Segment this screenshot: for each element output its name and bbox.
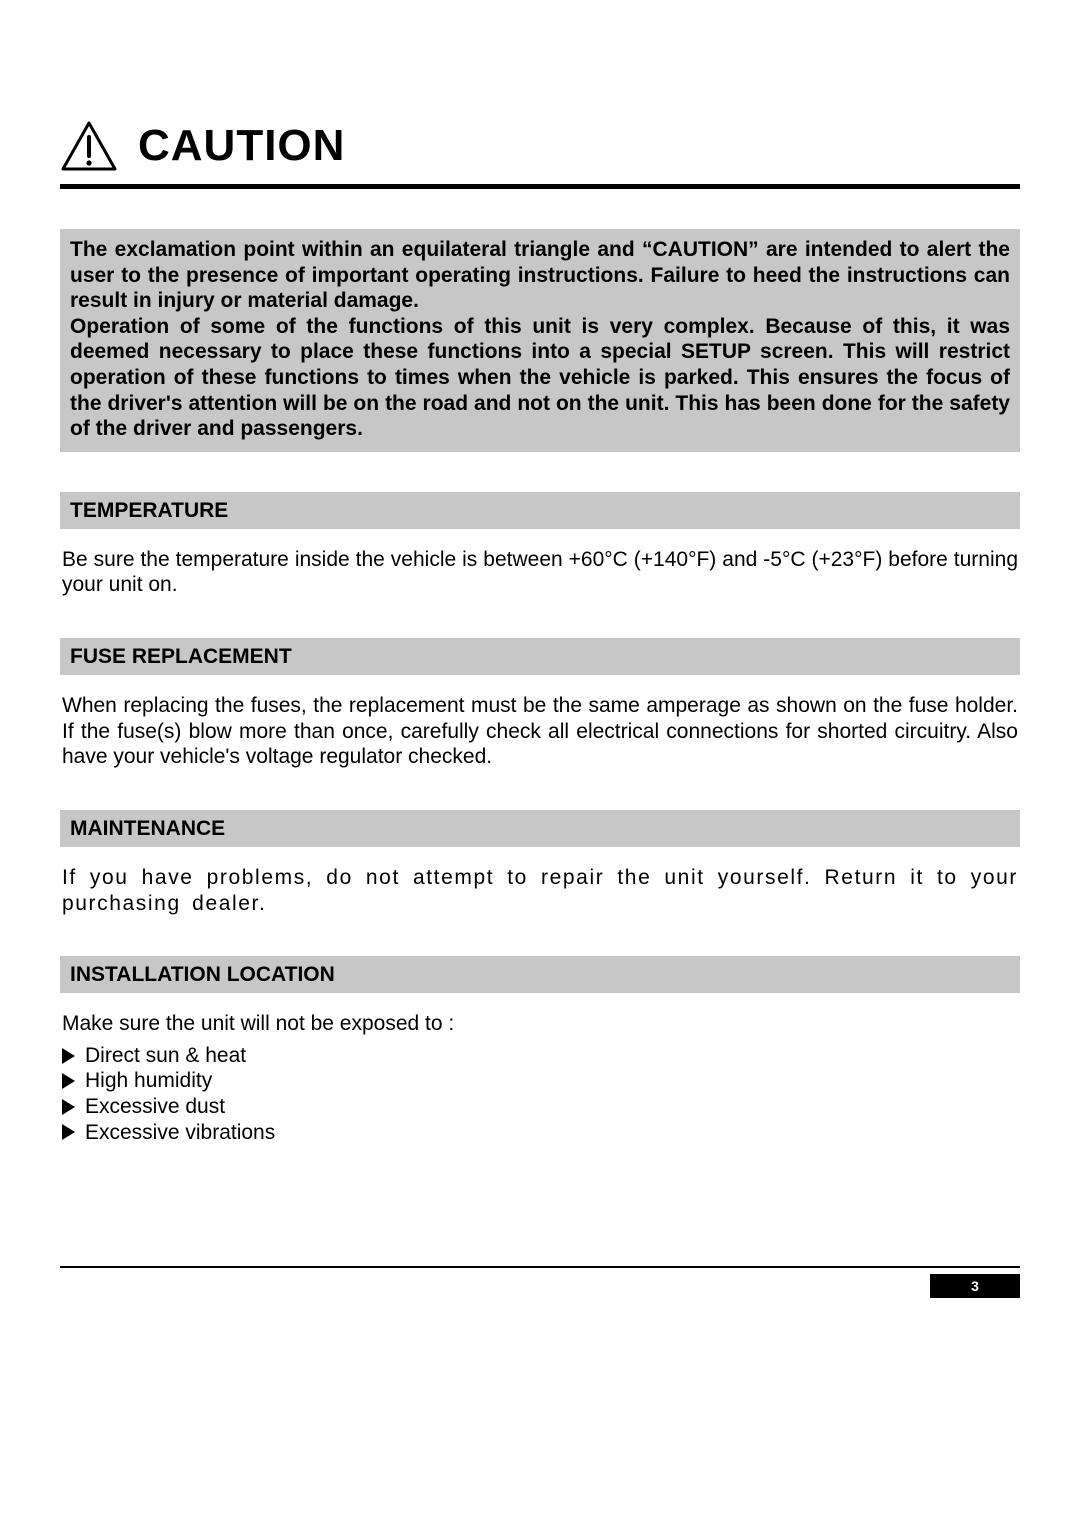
section-body-temperature: Be sure the temperature inside the vehic…: [60, 547, 1020, 598]
intro-text: The exclamation point within an equilate…: [70, 237, 1010, 442]
section-header-fuse: FUSE REPLACEMENT: [60, 638, 1020, 675]
list-item: Direct sun & heat: [62, 1043, 1018, 1069]
list-item: Excessive dust: [62, 1094, 1018, 1120]
installation-bullet-list: Direct sun & heat High humidity Excessiv…: [62, 1043, 1018, 1145]
list-item: Excessive vibrations: [62, 1120, 1018, 1146]
section-header-temperature: TEMPERATURE: [60, 492, 1020, 529]
list-item-label: Direct sun & heat: [85, 1043, 246, 1069]
section-body-maintenance: If you have problems, do not attempt to …: [60, 865, 1020, 916]
section-header-installation: INSTALLATION LOCATION: [60, 956, 1020, 993]
document-page: CAUTION The exclamation point within an …: [0, 0, 1080, 1533]
intro-box: The exclamation point within an equilate…: [60, 229, 1020, 452]
title-row: CAUTION: [60, 120, 1020, 184]
title-divider: [60, 184, 1020, 189]
warning-triangle-icon: [60, 120, 118, 172]
list-item-label: Excessive dust: [85, 1094, 225, 1120]
section-header-maintenance: MAINTENANCE: [60, 810, 1020, 847]
installation-body-text: Make sure the unit will not be exposed t…: [62, 1011, 1018, 1037]
section-body-installation: Make sure the unit will not be exposed t…: [60, 1011, 1020, 1145]
section-body-fuse: When replacing the fuses, the replacemen…: [60, 693, 1020, 770]
page-title: CAUTION: [138, 121, 345, 171]
list-item-label: Excessive vibrations: [85, 1120, 275, 1146]
footer-rule: [60, 1266, 1020, 1268]
list-item-label: High humidity: [85, 1068, 212, 1094]
page-number: 3: [930, 1274, 1020, 1298]
list-item: High humidity: [62, 1068, 1018, 1094]
